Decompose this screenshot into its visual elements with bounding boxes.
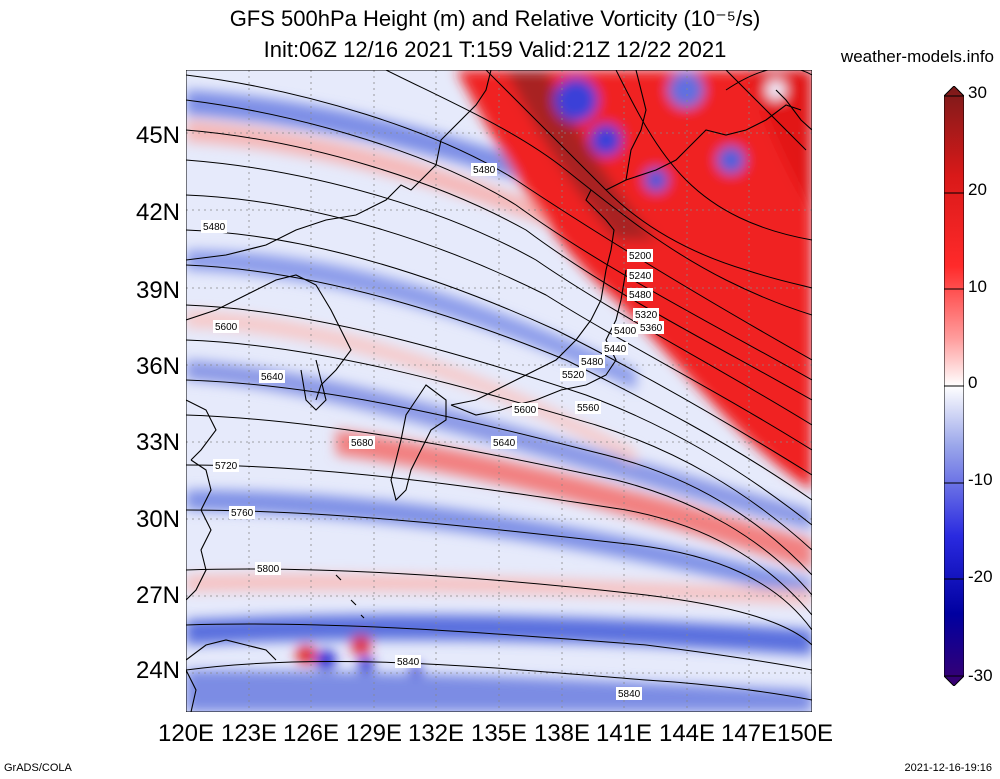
svg-text:5560: 5560 <box>577 403 600 414</box>
contour-label-5360: 5360 <box>638 321 664 334</box>
contour-label-5200: 5200 <box>627 249 653 262</box>
svg-text:5360: 5360 <box>640 323 663 334</box>
footer-timestamp: 2021-12-16-19:16 <box>904 762 992 774</box>
colorbar-label-10: 10 <box>968 277 987 296</box>
lat-label-33n: 33N <box>135 429 180 456</box>
lat-label-42n: 42N <box>135 199 180 226</box>
svg-text:5520: 5520 <box>562 370 585 381</box>
lon-label-126e: 126E <box>282 720 340 747</box>
svg-text:5480: 5480 <box>629 290 652 301</box>
svg-text:5720: 5720 <box>215 461 238 472</box>
contour-label-5600: 5600 <box>213 320 239 333</box>
contour-label-5640: 5640 <box>259 370 285 383</box>
lon-label-123e: 123E <box>220 720 278 747</box>
svg-text:5680: 5680 <box>351 438 374 449</box>
colorbar-label-30: 30 <box>968 83 987 102</box>
svg-text:5400: 5400 <box>614 326 637 337</box>
svg-text:5480: 5480 <box>581 357 604 368</box>
contour-label-5440: 5440 <box>602 342 628 355</box>
contour-label-5840-b: 5840 <box>616 687 642 700</box>
colorbar-label-0: 0 <box>968 373 978 392</box>
colorbar <box>944 86 964 686</box>
lon-label-141e: 141E <box>595 720 653 747</box>
lat-label-27n: 27N <box>135 582 180 609</box>
svg-text:5840: 5840 <box>618 689 641 700</box>
lat-lon-grid <box>186 70 812 712</box>
svg-text:5480: 5480 <box>473 165 496 176</box>
lon-label-132e: 132E <box>407 720 465 747</box>
lat-label-39n: 39N <box>135 277 180 304</box>
contour-label-5280-b: 5480 <box>627 288 653 301</box>
vorticity-map: 5480 5480 5600 5640 5680 5720 5760 5800 … <box>186 70 812 712</box>
lon-label-138e: 138E <box>533 720 591 747</box>
lat-label-45n: 45N <box>135 122 180 149</box>
lon-label-144e: 144E <box>658 720 716 747</box>
brand-label: weather-models.info <box>840 47 994 66</box>
svg-text:5640: 5640 <box>493 438 516 449</box>
lat-label-36n: 36N <box>135 353 180 380</box>
svg-text:5320: 5320 <box>635 310 658 321</box>
contour-label-5720: 5720 <box>213 459 239 472</box>
colorbar-label-neg30: -30 <box>968 666 993 685</box>
height-contours <box>186 70 812 701</box>
contour-label-5560: 5560 <box>575 401 601 414</box>
svg-text:5600: 5600 <box>514 405 537 416</box>
colorbar-label-neg10: -10 <box>968 470 993 489</box>
lat-label-30n: 30N <box>135 506 180 533</box>
contour-label-5800: 5800 <box>255 562 281 575</box>
svg-text:5760: 5760 <box>231 508 254 519</box>
chart-title-line1: GFS 500hPa Height (m) and Relative Vorti… <box>229 6 761 31</box>
footer-software-label: GrADS/COLA <box>4 762 72 774</box>
contour-label-5320: 5320 <box>633 308 659 321</box>
contour-label-5760: 5760 <box>229 506 255 519</box>
lon-label-135e: 135E <box>470 720 528 747</box>
contour-label-5840: 5840 <box>395 655 421 668</box>
contour-label-5480: 5480 <box>201 220 227 233</box>
contour-label-5640-b: 5640 <box>491 436 517 449</box>
contour-label-5480-b: 5480 <box>579 355 605 368</box>
contour-label-5280: 5480 <box>471 163 497 176</box>
contour-label-5520: 5520 <box>560 368 586 381</box>
svg-text:5440: 5440 <box>604 344 627 355</box>
colorbar-label-neg20: -20 <box>968 567 993 586</box>
svg-text:5200: 5200 <box>629 251 652 262</box>
svg-text:5480: 5480 <box>203 222 226 233</box>
lon-label-150e: 150E <box>776 720 834 747</box>
chart-title-line2: Init:06Z 12/16 2021 T:159 Valid:21Z 12/2… <box>263 37 727 62</box>
lon-label-120e: 120E <box>157 720 215 747</box>
coastlines <box>186 70 812 712</box>
contour-label-5600-b: 5600 <box>512 403 538 416</box>
svg-text:5240: 5240 <box>629 271 652 282</box>
contour-label-5680: 5680 <box>349 436 375 449</box>
contour-label-5400: 5400 <box>612 324 638 337</box>
lon-label-147e: 147E <box>720 720 778 747</box>
svg-text:5800: 5800 <box>257 564 280 575</box>
svg-text:5640: 5640 <box>261 372 284 383</box>
lat-label-24n: 24N <box>135 657 180 684</box>
svg-text:5840: 5840 <box>397 657 420 668</box>
contour-labels: 5480 5480 5600 5640 5680 5720 5760 5800 … <box>201 163 664 700</box>
contour-label-5240: 5240 <box>627 269 653 282</box>
colorbar-label-20: 20 <box>968 180 987 199</box>
svg-text:5600: 5600 <box>215 322 238 333</box>
lon-label-129e: 129E <box>345 720 403 747</box>
